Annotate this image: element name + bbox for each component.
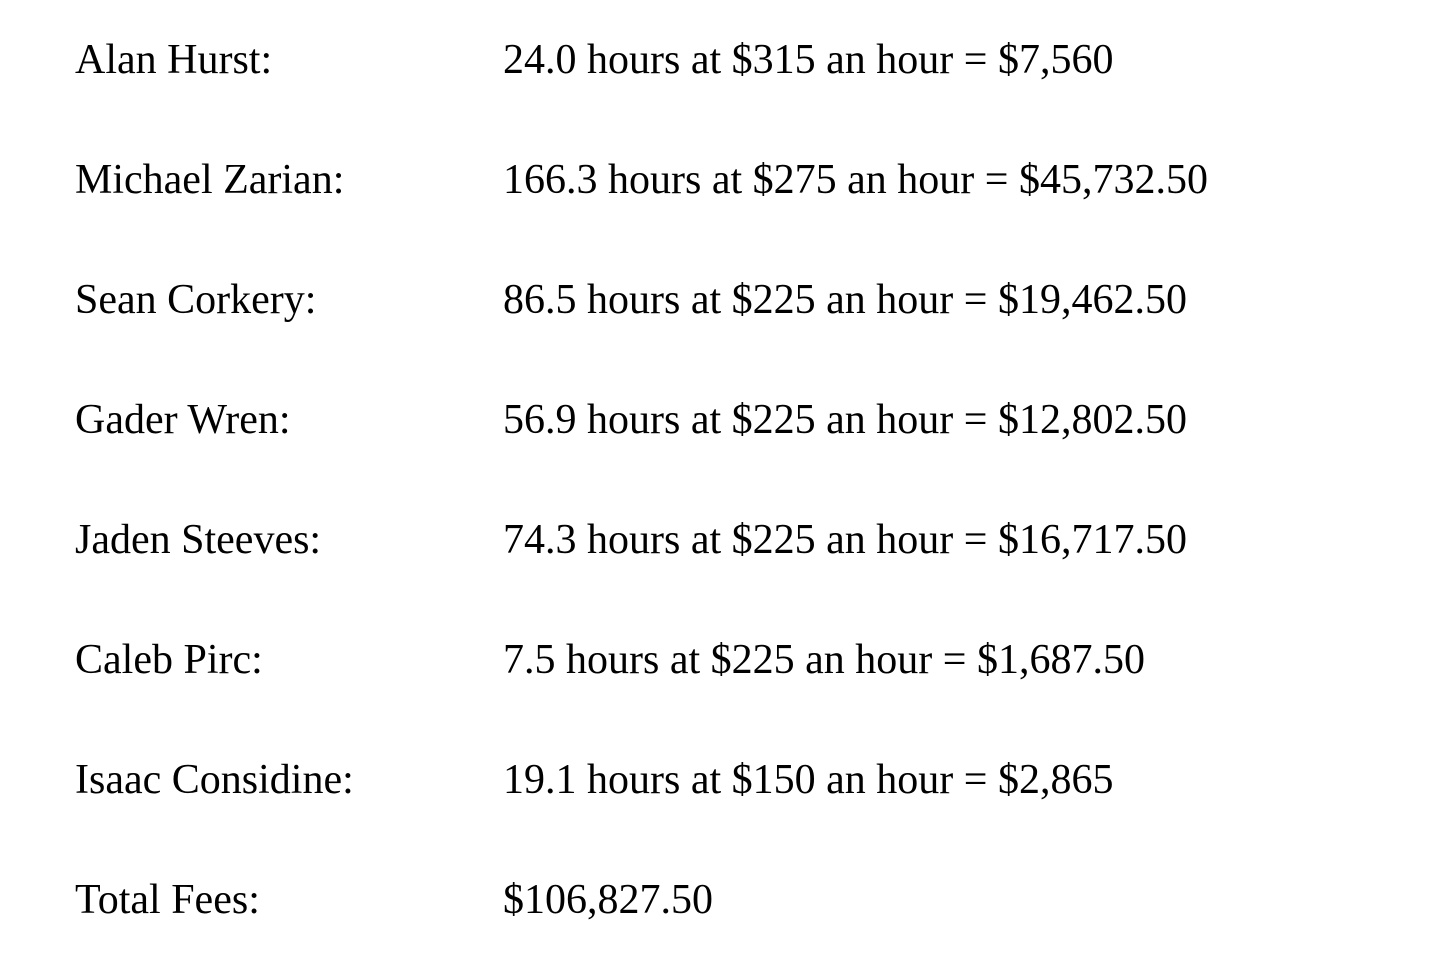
attorney-name: Isaac Considine: bbox=[75, 756, 354, 803]
fee-row: Michael Zarian: 166.3 hours at $275 an h… bbox=[0, 120, 1433, 240]
fee-detail: 74.3 hours at $225 an hour = $16,717.50 bbox=[503, 516, 1187, 563]
fee-detail: 166.3 hours at $275 an hour = $45,732.50 bbox=[503, 156, 1208, 203]
fee-detail: 19.1 hours at $150 an hour = $2,865 bbox=[503, 756, 1114, 803]
fee-row-total: Total Fees: $106,827.50 bbox=[0, 840, 1433, 960]
attorney-name: Jaden Steeves: bbox=[75, 516, 322, 563]
fee-row: Sean Corkery: 86.5 hours at $225 an hour… bbox=[0, 240, 1433, 360]
fee-row: Alan Hurst: 24.0 hours at $315 an hour =… bbox=[0, 0, 1433, 120]
attorney-name: Michael Zarian: bbox=[75, 156, 345, 203]
fee-detail: 56.9 hours at $225 an hour = $12,802.50 bbox=[503, 396, 1187, 443]
fee-row: Jaden Steeves: 74.3 hours at $225 an hou… bbox=[0, 480, 1433, 600]
fee-detail: 86.5 hours at $225 an hour = $19,462.50 bbox=[503, 276, 1187, 323]
attorney-name: Sean Corkery: bbox=[75, 276, 317, 323]
fee-row: Isaac Considine: 19.1 hours at $150 an h… bbox=[0, 720, 1433, 840]
fee-detail: 7.5 hours at $225 an hour = $1,687.50 bbox=[503, 636, 1145, 683]
attorney-name: Gader Wren: bbox=[75, 396, 291, 443]
fee-row: Caleb Pirc: 7.5 hours at $225 an hour = … bbox=[0, 600, 1433, 720]
attorney-name: Alan Hurst: bbox=[75, 36, 273, 83]
attorney-name: Caleb Pirc: bbox=[75, 636, 263, 683]
fee-row: Gader Wren: 56.9 hours at $225 an hour =… bbox=[0, 360, 1433, 480]
total-fees-amount: $106,827.50 bbox=[503, 876, 713, 923]
fee-detail: 24.0 hours at $315 an hour = $7,560 bbox=[503, 36, 1114, 83]
total-fees-label: Total Fees: bbox=[75, 876, 260, 923]
